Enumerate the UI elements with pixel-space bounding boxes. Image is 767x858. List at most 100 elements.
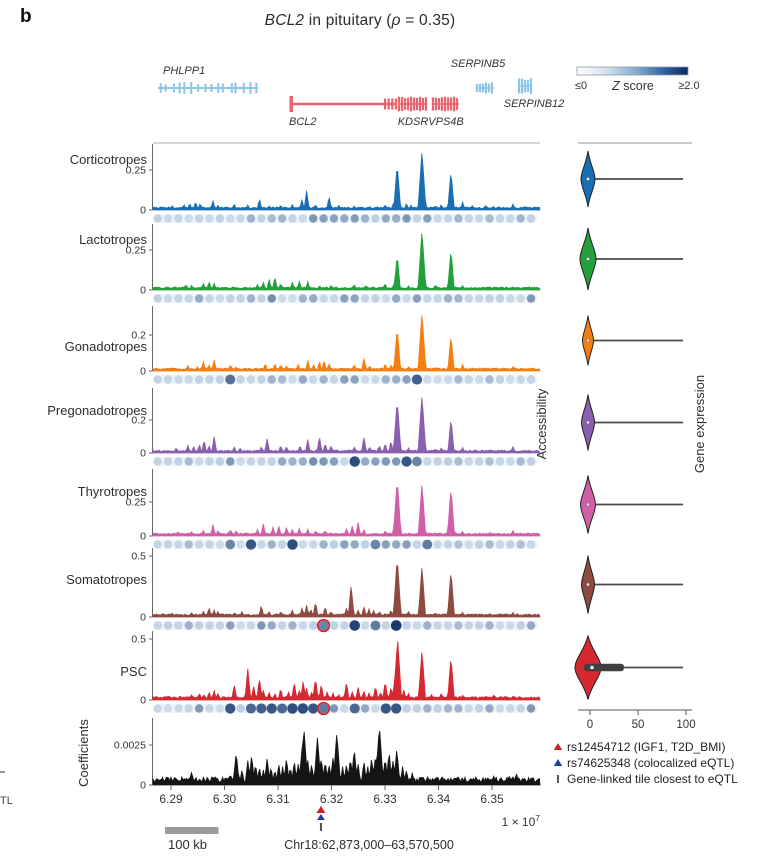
gene-label-kdsr: KDSR <box>398 116 429 128</box>
legend-label-1: rs74625348 (colocalized eQTL) <box>567 756 734 770</box>
gene-label-bcl2: BCL2 <box>289 116 317 128</box>
ytick-top-lactotropes: 0.25 <box>126 245 147 257</box>
gene-linked-tile-marker <box>319 823 322 831</box>
gene-kdsr: KDSR <box>398 96 429 128</box>
track-corticotropes: 0.25 0 Corticotropes <box>70 144 683 223</box>
gene-phlpp1: PHLPP1 <box>158 65 258 94</box>
genomic-x-axis: 6.29 6.30 6.31 6.32 6.33 6.34 6.35 1 × 107 <box>159 785 540 829</box>
ytick-zero-thyrotropes: 0 <box>140 531 146 543</box>
ytick-top-coefficients: 0.0025 <box>114 740 146 752</box>
legend-item-2: Gene-linked tile closest to eQTL <box>557 772 738 786</box>
ytick-top-gonadotropes: 0.2 <box>131 330 146 342</box>
ytick-zero-lactotropes: 0 <box>140 285 146 297</box>
violin-tick-50: 50 <box>632 719 645 731</box>
accessibility-axis-label: Accessibility <box>534 388 549 459</box>
track-thyrotropes: 0.25 0 Thyrotropes <box>78 469 683 550</box>
figure-title: BCL2 in pituitary (ρ = 0.35) <box>264 12 456 29</box>
eqtl-linked-tile-psc <box>316 701 331 716</box>
x-tick-6.29: 6.29 <box>159 792 183 806</box>
gene-label-serpinb5: SERPINB5 <box>451 58 506 70</box>
ytick-zero-pregonadotropes: 0 <box>140 448 146 460</box>
track-lactotropes: 0.25 0 Lactotropes <box>79 224 683 303</box>
ytick-top-corticotropes: 0.25 <box>126 165 147 177</box>
signal-thyrotropes <box>152 485 541 537</box>
violin-somatotropes <box>580 555 683 614</box>
track-label-thyrotropes: Thyrotropes <box>78 484 148 499</box>
tile-row-thyrotropes <box>153 539 538 550</box>
violin-thyrotropes <box>579 475 683 534</box>
cropped-axis-fragment <box>0 771 5 773</box>
legend-label-2: Gene-linked tile closest to eQTL <box>567 772 738 786</box>
gene-serpinb5: SERPINB5 <box>451 58 506 94</box>
gene-serpinb12: SERPINB12 <box>504 78 565 110</box>
violin-tick-100: 100 <box>676 719 695 731</box>
zscore-title: Z score <box>611 79 654 93</box>
ytick-zero-gonadotropes: 0 <box>140 366 146 378</box>
signal-psc <box>152 641 541 701</box>
track-label-coefficients: Coefficients <box>76 719 91 787</box>
rs12454712-marker <box>316 806 326 813</box>
gene-bcl2: BCL2 <box>289 96 397 128</box>
track-label-gonadotropes: Gonadotropes <box>65 339 148 354</box>
track-label-corticotropes: Corticotropes <box>70 152 148 167</box>
title-gene: BCL2 <box>264 12 305 29</box>
track-label-somatotropes: Somatotropes <box>66 572 147 587</box>
violin-gonadotropes <box>581 315 683 366</box>
track-label-pregonadotropes: Pregonadotropes <box>47 403 147 418</box>
track-label-lactotropes: Lactotropes <box>79 232 147 247</box>
ytick-zero-somatotropes: 0 <box>140 612 146 624</box>
signal-coefficients <box>152 730 541 786</box>
signal-gonadotropes <box>152 315 541 372</box>
track-somatotropes: 0.5 0 Somatotropes <box>66 548 683 633</box>
track-pregonadotropes: 0.2 0 Pregonadotropes <box>47 388 683 467</box>
zscore-legend: ≤0 Z score ≥2.0 <box>575 66 700 93</box>
legend-triangle-icon <box>553 759 563 766</box>
violin-corticotropes <box>580 150 683 208</box>
ytick-zero-coefficients: 0 <box>140 780 146 792</box>
cropped-text-fragment: TL <box>0 795 13 807</box>
legend-triangle-icon <box>553 743 563 750</box>
signal-somatotropes <box>152 565 541 618</box>
snp-markers <box>316 806 326 831</box>
ytick-top-somatotropes: 0.5 <box>131 551 146 563</box>
legend-bar-icon <box>557 775 559 783</box>
ytick-top-pregonadotropes: 0.2 <box>131 415 146 427</box>
violin-tick-0: 0 <box>587 719 593 731</box>
x-tick-6.33: 6.33 <box>373 792 397 806</box>
track-psc: 0.5 0 PSC <box>120 631 683 716</box>
scale-bar-label: 100 kb <box>168 837 207 852</box>
tile-row-corticotropes <box>153 214 538 223</box>
track-label-psc: PSC <box>120 664 147 679</box>
x-axis-exponent: 1 × 107 <box>502 813 541 829</box>
violin-psc <box>574 635 683 700</box>
track-gonadotropes: 0.2 0 Gonadotropes <box>65 306 683 385</box>
scale-bar: 100 kb <box>165 827 219 852</box>
ytick-zero-corticotropes: 0 <box>140 205 146 217</box>
zscore-min-label: ≤0 <box>575 80 587 92</box>
x-tick-6.30: 6.30 <box>213 792 237 806</box>
signal-lactotropes <box>152 233 541 291</box>
x-tick-6.31: 6.31 <box>266 792 290 806</box>
zscore-max-label: ≥2.0 <box>678 80 699 92</box>
violin-value-axis: 0 50 100 <box>578 709 696 731</box>
gene-vps4b: VPS4B <box>428 96 464 128</box>
signal-corticotropes <box>152 153 541 211</box>
figure-legend: rs12454712 (IGF1, T2D_BMI) rs74625348 (co… <box>553 740 738 786</box>
legend-label-0: rs12454712 (IGF1, T2D_BMI) <box>567 740 726 754</box>
eqtl-linked-tile-somatotropes <box>316 618 331 633</box>
ytick-top-psc: 0.5 <box>131 634 146 646</box>
tile-row-somatotropes <box>153 618 538 633</box>
region-label: Chr18:62,873,000–63,570,500 <box>284 838 454 852</box>
legend-item-1: rs74625348 (colocalized eQTL) <box>553 756 734 770</box>
tile-row-pregonadotropes <box>153 456 538 467</box>
x-tick-6.34: 6.34 <box>427 792 451 806</box>
track-coefficients: 0.0025 0 Coefficients <box>76 718 541 792</box>
gene-label-vps4b: VPS4B <box>428 116 463 128</box>
x-tick-6.35: 6.35 <box>480 792 504 806</box>
ytick-top-thyrotropes: 0.25 <box>126 497 147 509</box>
tile-row-gonadotropes <box>153 374 538 385</box>
gene-label-serpinb12: SERPINB12 <box>504 98 565 110</box>
title-rho: ρ <box>391 12 401 29</box>
legend-item-0: rs12454712 (IGF1, T2D_BMI) <box>553 740 726 754</box>
